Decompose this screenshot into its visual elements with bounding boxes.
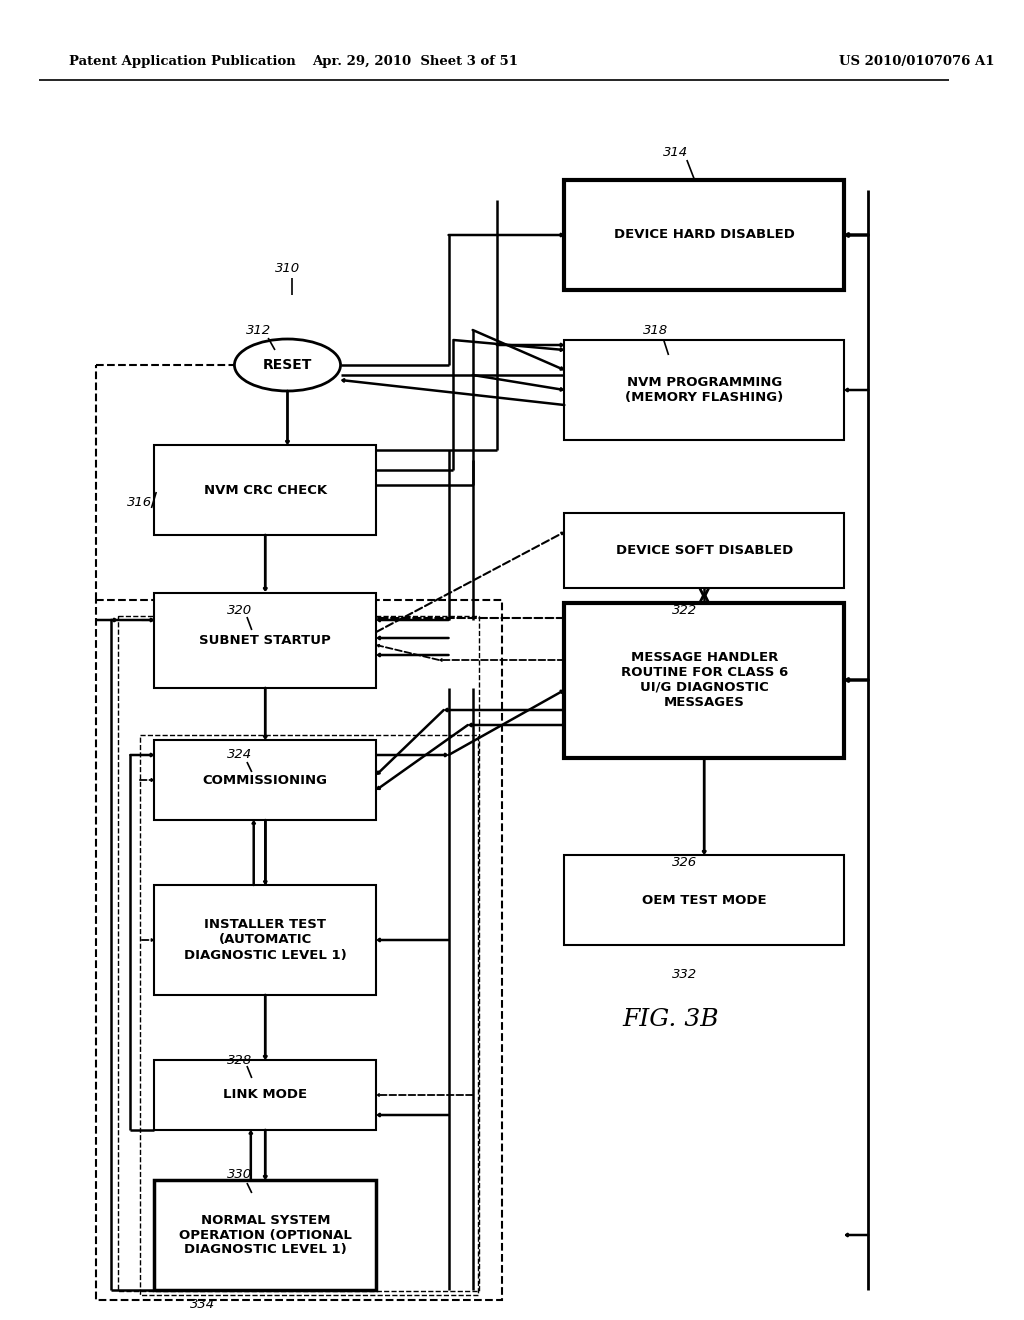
Bar bbox=[155, 1060, 376, 1130]
Text: 312: 312 bbox=[246, 323, 271, 337]
Text: FIG. 3B: FIG. 3B bbox=[623, 1008, 719, 1031]
Text: NVM CRC CHECK: NVM CRC CHECK bbox=[204, 483, 327, 496]
Text: 310: 310 bbox=[274, 261, 300, 275]
Text: Patent Application Publication: Patent Application Publication bbox=[70, 55, 296, 69]
Bar bbox=[564, 341, 844, 440]
Text: 332: 332 bbox=[673, 969, 697, 982]
Bar bbox=[118, 616, 479, 1291]
Text: NORMAL SYSTEM
OPERATION (OPTIONAL
DIAGNOSTIC LEVEL 1): NORMAL SYSTEM OPERATION (OPTIONAL DIAGNO… bbox=[179, 1213, 351, 1257]
Bar bbox=[155, 1180, 376, 1290]
Text: 324: 324 bbox=[226, 748, 252, 762]
Text: DEVICE SOFT DISABLED: DEVICE SOFT DISABLED bbox=[615, 544, 793, 557]
Text: INSTALLER TEST
(AUTOMATIC
DIAGNOSTIC LEVEL 1): INSTALLER TEST (AUTOMATIC DIAGNOSTIC LEV… bbox=[184, 919, 347, 961]
Bar bbox=[155, 593, 376, 688]
Text: 322: 322 bbox=[673, 603, 697, 616]
Bar bbox=[564, 512, 844, 587]
Text: LINK MODE: LINK MODE bbox=[223, 1089, 307, 1101]
Text: MESSAGE HANDLER
ROUTINE FOR CLASS 6
UI/G DIAGNOSTIC
MESSAGES: MESSAGE HANDLER ROUTINE FOR CLASS 6 UI/G… bbox=[621, 651, 787, 709]
Bar bbox=[155, 445, 376, 535]
Bar bbox=[564, 602, 844, 758]
Bar bbox=[155, 884, 376, 995]
Text: 330: 330 bbox=[226, 1168, 252, 1181]
Text: 314: 314 bbox=[663, 147, 688, 160]
Text: DEVICE HARD DISABLED: DEVICE HARD DISABLED bbox=[613, 228, 795, 242]
Ellipse shape bbox=[234, 339, 341, 391]
Text: 318: 318 bbox=[643, 323, 669, 337]
Text: 334: 334 bbox=[190, 1299, 215, 1312]
Bar bbox=[155, 741, 376, 820]
Text: 316: 316 bbox=[127, 496, 153, 510]
Text: RESET: RESET bbox=[263, 358, 312, 372]
Text: NVM PROGRAMMING
(MEMORY FLASHING): NVM PROGRAMMING (MEMORY FLASHING) bbox=[625, 376, 783, 404]
Bar bbox=[564, 180, 844, 290]
Text: OEM TEST MODE: OEM TEST MODE bbox=[642, 894, 767, 907]
Bar bbox=[140, 735, 477, 1295]
Text: SUBNET STARTUP: SUBNET STARTUP bbox=[200, 634, 331, 647]
Bar bbox=[564, 855, 844, 945]
Text: 328: 328 bbox=[226, 1053, 252, 1067]
Text: 320: 320 bbox=[226, 603, 252, 616]
Text: US 2010/0107076 A1: US 2010/0107076 A1 bbox=[840, 55, 994, 69]
Bar bbox=[96, 601, 502, 1300]
Text: COMMISSIONING: COMMISSIONING bbox=[203, 774, 328, 787]
Text: 326: 326 bbox=[673, 855, 697, 869]
Text: Apr. 29, 2010  Sheet 3 of 51: Apr. 29, 2010 Sheet 3 of 51 bbox=[312, 55, 518, 69]
